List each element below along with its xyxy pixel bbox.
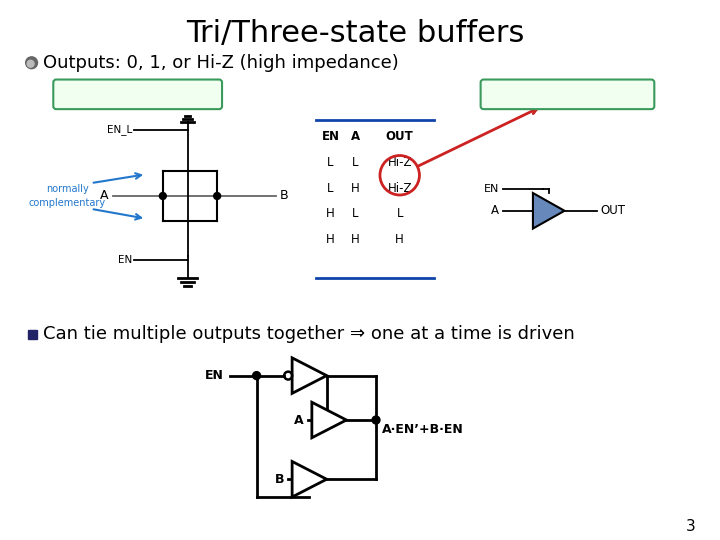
Text: B: B (279, 190, 288, 202)
Text: H: H (326, 233, 335, 246)
Text: normally
complementary: normally complementary (29, 184, 106, 207)
Text: Hi-Z: Hi-Z (387, 156, 412, 169)
Circle shape (26, 57, 37, 69)
Text: Hi-Z ≠ Don’t care: Hi-Z ≠ Don’t care (507, 88, 628, 101)
Text: L: L (397, 207, 403, 220)
Text: Outputs: 0, 1, or Hi-Z (high impedance): Outputs: 0, 1, or Hi-Z (high impedance) (43, 54, 399, 72)
Text: Hi-Z: Hi-Z (387, 181, 412, 194)
Polygon shape (533, 193, 564, 228)
Text: EN: EN (205, 369, 224, 382)
Text: L: L (328, 156, 334, 169)
Text: A: A (100, 190, 109, 202)
Text: H: H (351, 233, 360, 246)
Circle shape (372, 416, 380, 424)
Text: Can tie multiple outputs together ⇒ one at a time is driven: Can tie multiple outputs together ⇒ one … (43, 325, 575, 343)
Text: EN: EN (484, 184, 500, 194)
FancyBboxPatch shape (53, 79, 222, 109)
Text: EN: EN (322, 130, 340, 143)
Text: OUT: OUT (600, 204, 625, 217)
Circle shape (27, 60, 34, 67)
Text: EN_L: EN_L (107, 124, 132, 136)
Circle shape (214, 193, 220, 199)
Polygon shape (312, 402, 346, 438)
Text: A: A (491, 204, 500, 217)
Text: L: L (352, 207, 359, 220)
Text: L: L (352, 156, 359, 169)
Text: A: A (351, 130, 360, 143)
Text: A·EN’+B·EN: A·EN’+B·EN (382, 423, 464, 436)
Text: 3: 3 (686, 519, 696, 534)
Text: B: B (275, 472, 284, 485)
Bar (27, 330, 37, 339)
Text: Tri/Three-state buffers: Tri/Three-state buffers (186, 19, 524, 48)
Circle shape (253, 372, 261, 380)
Text: L: L (328, 181, 334, 194)
Polygon shape (292, 358, 327, 393)
Text: EN: EN (118, 255, 132, 265)
Text: H: H (351, 181, 360, 194)
Circle shape (159, 193, 166, 199)
Text: CMOS transmission gate: CMOS transmission gate (56, 88, 219, 101)
Text: A: A (294, 414, 304, 427)
Text: OUT: OUT (386, 130, 413, 143)
FancyBboxPatch shape (481, 79, 654, 109)
Text: H: H (395, 233, 404, 246)
Text: H: H (326, 207, 335, 220)
Polygon shape (292, 462, 327, 497)
